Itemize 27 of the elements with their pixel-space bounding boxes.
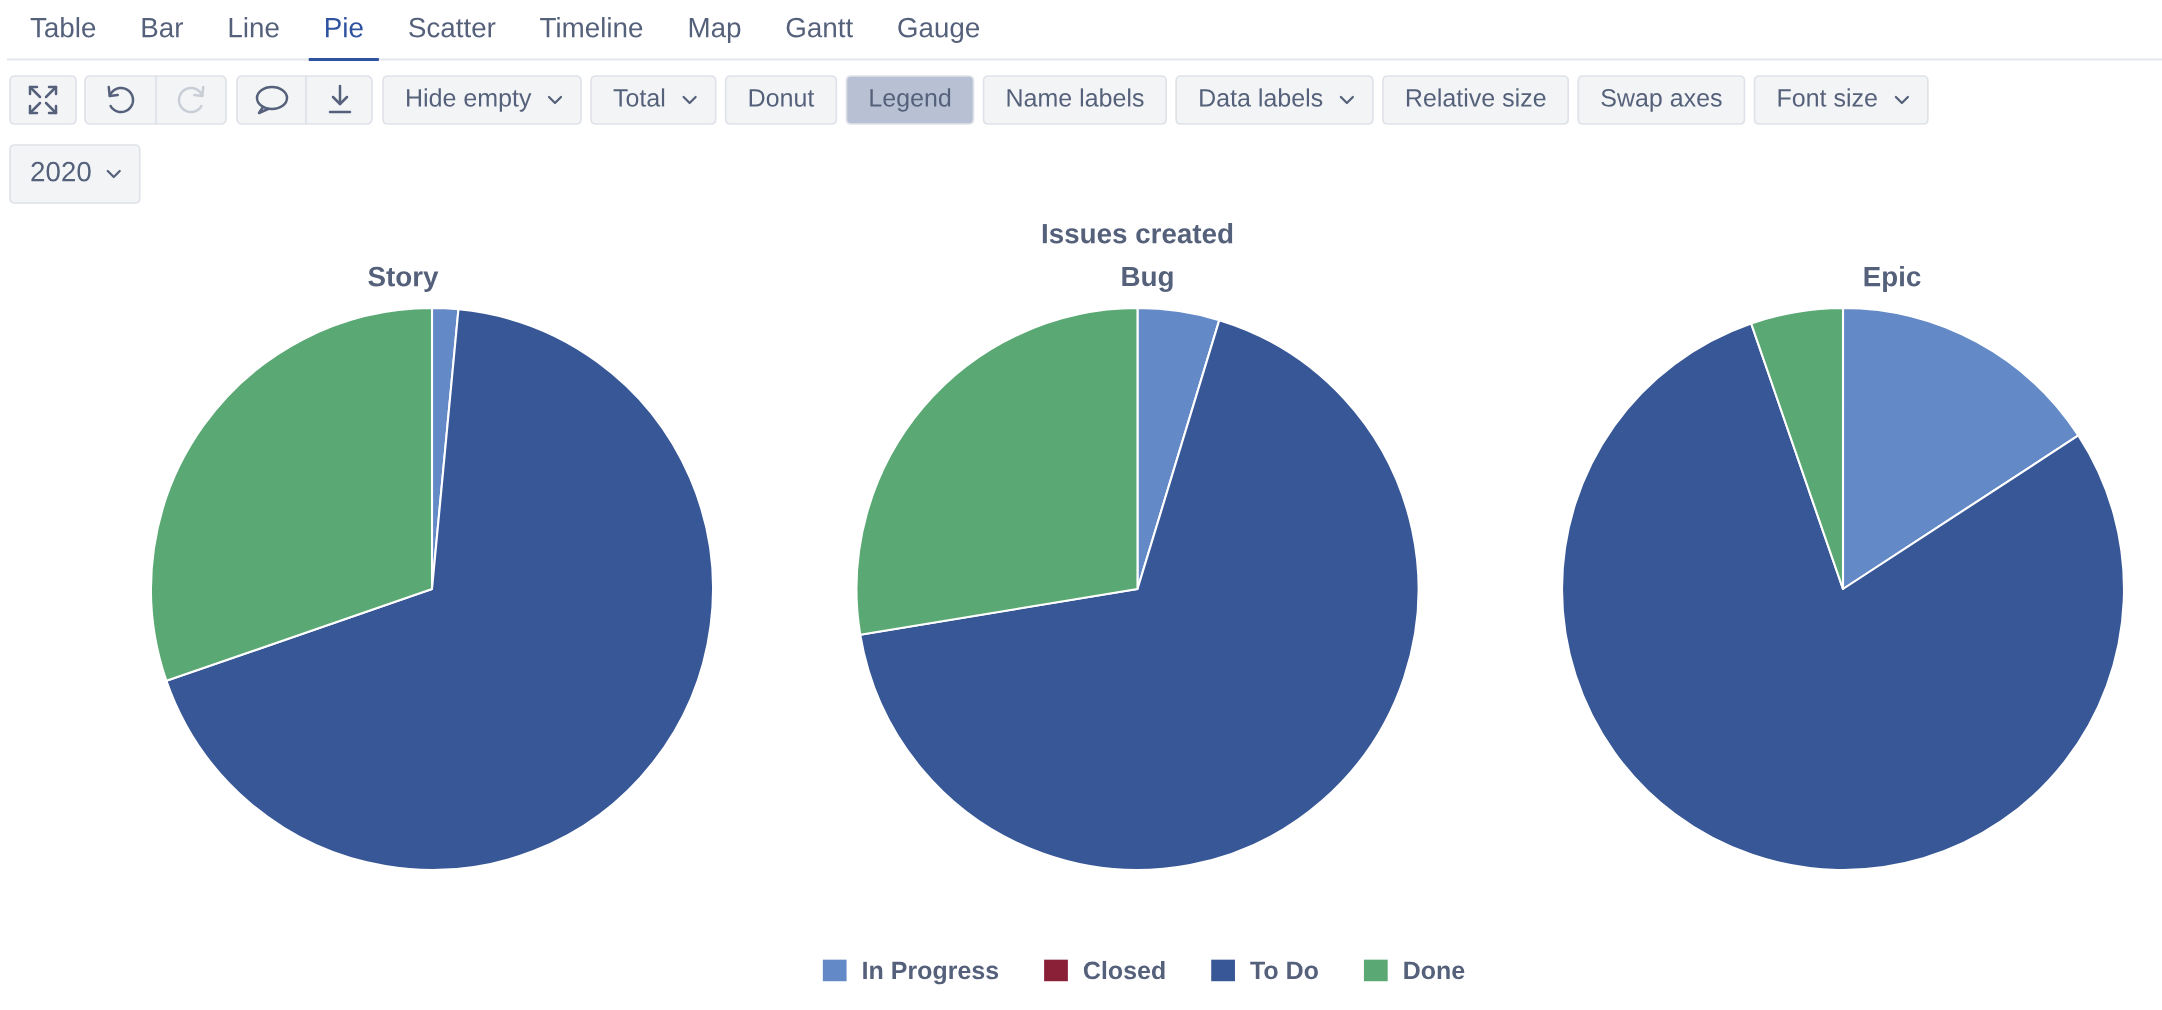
text: Line <box>229 17 279 38</box>
slice-label: Bug <box>1122 266 1173 292</box>
legend-label: In Progress <box>863 961 999 985</box>
slice-label: Epic <box>1864 266 1921 292</box>
text: Swap axes <box>1601 89 1722 112</box>
text: Table <box>30 17 96 38</box>
text: Donut <box>749 89 815 107</box>
text: Hide empty <box>407 88 532 112</box>
slice-label: Story <box>368 266 439 292</box>
text: Relative size <box>1406 88 1546 107</box>
legend-label: Closed <box>1083 960 1165 980</box>
text: Map <box>689 18 741 43</box>
text: Bar <box>142 18 184 38</box>
text: Total <box>613 88 665 107</box>
text: Pie <box>326 17 363 38</box>
text: 2020 <box>31 161 91 182</box>
text: Font size <box>1778 88 1877 107</box>
chart-title: Issues created <box>1042 223 1233 244</box>
text: Name labels <box>1007 88 1144 107</box>
text: Data labels <box>1200 88 1323 107</box>
legend-label: Done <box>1404 961 1465 980</box>
text: Legend <box>870 88 951 112</box>
text: Gauge <box>898 17 980 43</box>
text: Gantt <box>786 17 853 38</box>
legend-label: To Do <box>1250 961 1318 980</box>
text: Scatter <box>409 17 496 38</box>
text: Timeline <box>540 17 643 38</box>
